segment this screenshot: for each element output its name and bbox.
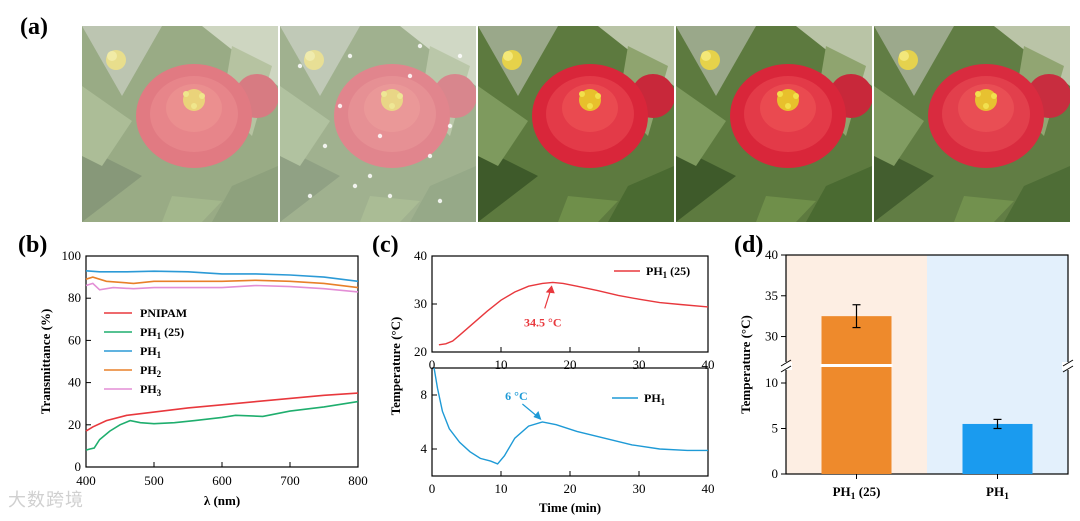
panel-label-b: (b) [18, 232, 48, 258]
series-line-c-top [438, 281, 709, 346]
x-tick-label-c-top: 30 [633, 357, 646, 372]
y-tick-label-c-top: 30 [414, 296, 427, 311]
legend-label-b: PH1 [140, 344, 162, 360]
photo-pnipam [82, 26, 278, 222]
x-category-label-d: PH1 [986, 484, 1009, 502]
panel-label-a: (a) [20, 14, 48, 40]
legend-label-c-top: PH1 (25) [646, 264, 690, 280]
photo-ph1-25 [280, 26, 476, 222]
x-tick-label-c-bottom: 20 [564, 481, 577, 496]
bar-break-gap [820, 364, 893, 367]
x-tick-label-b: 700 [280, 473, 300, 488]
panel-label-c: (c) [372, 232, 399, 258]
y-axis-title-c: Temperature (°C) [388, 317, 403, 416]
y-tick-label-d: 35 [765, 288, 778, 303]
x-tick-label-c-top: 10 [495, 357, 508, 372]
y-tick-label-b: 0 [75, 459, 82, 474]
x-tick-label-b: 600 [212, 473, 232, 488]
y-axis-title-b: Transmittance (%) [38, 309, 53, 415]
y-tick-label-b: 20 [68, 417, 81, 432]
y-tick-label-d: 0 [772, 466, 779, 481]
y-tick-label-d: 40 [765, 247, 778, 262]
y-tick-label-b: 100 [62, 248, 82, 263]
series-line-b [85, 392, 359, 432]
x-tick-label-c-bottom: 10 [495, 481, 508, 496]
x-tick-label-b: 400 [76, 473, 96, 488]
annotation-label-c-top: 34.5 °C [524, 315, 561, 329]
bar [962, 423, 1033, 474]
annotation-label-c-bottom: 6 °C [505, 389, 527, 403]
panel-label-d: (d) [734, 232, 764, 258]
y-tick-label-d: 5 [772, 421, 779, 436]
y-axis-title-d: Temperature (°C) [738, 315, 753, 414]
annotation-arrowhead-c-top [545, 285, 555, 294]
x-tick-label-c-top: 20 [564, 357, 577, 372]
y-tick-label-c-top: 40 [414, 248, 427, 263]
chart-temperature-bars: 0 5 10 30 35 40 PH1 (25) PH1 Temperature (°C) [738, 247, 1074, 502]
x-tick-label-c-bottom: 30 [633, 481, 646, 496]
y-tick-label-d: 30 [765, 329, 778, 344]
series-line-b [85, 270, 359, 283]
y-tick-label-c-bottom: 4 [421, 441, 428, 456]
legend-label-b: PH2 [140, 363, 162, 379]
watermark-text: 大数跨境 [8, 490, 84, 511]
y-tick-label-b: 40 [68, 375, 81, 390]
axis-break-mark [1062, 359, 1074, 367]
axis-break-gap [780, 362, 792, 370]
photo-ph2 [676, 26, 872, 222]
x-axis-title-b: λ (nm) [204, 493, 240, 508]
x-tick-label-c-top: 0 [429, 357, 436, 372]
axis-break-mark [780, 365, 792, 373]
bar [821, 316, 892, 474]
y-tick-label-d: 10 [765, 375, 778, 390]
series-line-b [85, 276, 359, 289]
y-tick-label-c-bottom: 8 [421, 387, 428, 402]
annotation-arrowhead-c-bottom [533, 411, 542, 420]
photo-ph3 [874, 26, 1070, 222]
x-axis-title-c: Time (min) [539, 500, 601, 515]
axis-break-mark [1062, 365, 1074, 373]
series-line-b [85, 282, 359, 293]
x-tick-label-b: 500 [144, 473, 164, 488]
legend-label-b: PH3 [140, 382, 162, 398]
series-line-b [85, 400, 359, 451]
photo-ph1 [478, 26, 674, 222]
legend-label-c-bottom: PH1 [644, 391, 666, 407]
legend-label-b: PH1 (25) [140, 325, 184, 341]
chart-transmittance: 400 500 600 700 800 0 20 40 60 80 100 λ (nm) Transmi… [38, 248, 368, 508]
x-tick-label-c-bottom: 40 [702, 481, 715, 496]
x-category-label-d: PH1 (25) [833, 484, 881, 502]
axis-break-gap [1062, 362, 1074, 370]
y-tick-label-c-top: 20 [414, 344, 427, 359]
plot-frame-c-bottom [431, 367, 709, 477]
legend-label-b: PNIPAM [140, 306, 187, 320]
x-tick-label-b: 800 [348, 473, 368, 488]
y-tick-label-b: 60 [68, 332, 81, 347]
axis-break-mark [780, 359, 792, 367]
x-tick-label-c-bottom: 0 [429, 481, 436, 496]
series-line-c-bottom [433, 367, 708, 465]
y-tick-label-b: 80 [68, 290, 81, 305]
